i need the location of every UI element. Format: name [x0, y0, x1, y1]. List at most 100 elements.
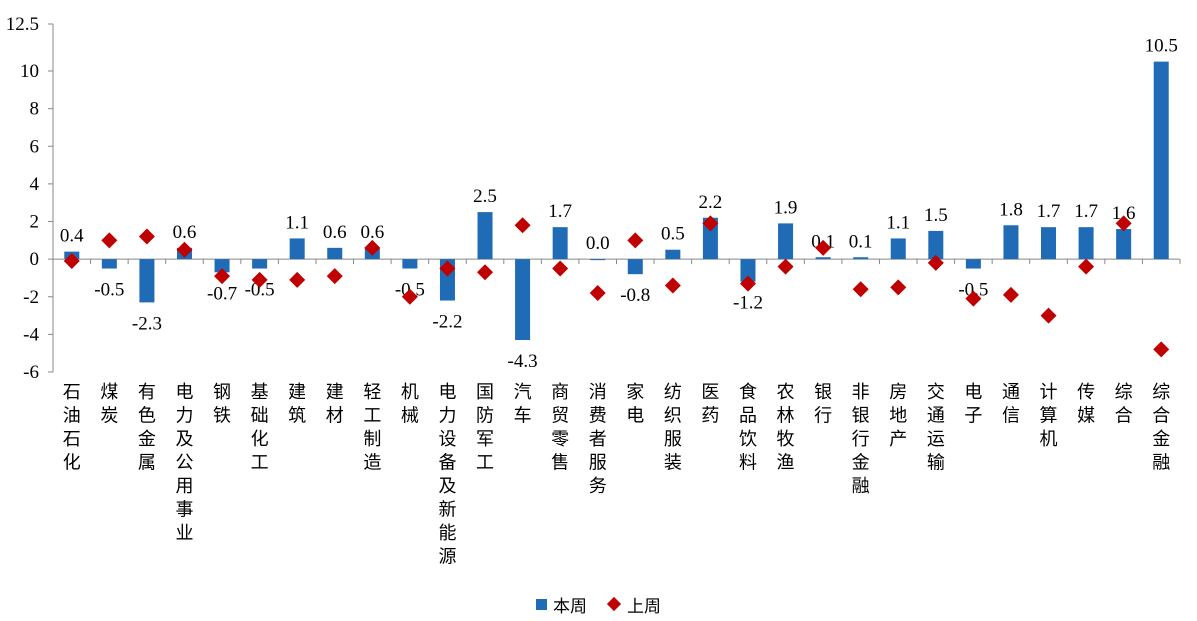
y-tick-label: 10 — [20, 61, 39, 82]
y-tick-label: 8 — [30, 99, 40, 120]
x-category-label: 家电 — [626, 382, 644, 427]
bar — [1153, 61, 1169, 260]
diamond-marker — [852, 281, 869, 298]
data-label: 0.6 — [323, 222, 347, 243]
data-label: 10.5 — [1145, 36, 1178, 57]
bar — [402, 259, 418, 269]
y-tick-label: 0 — [30, 249, 40, 270]
bar — [552, 227, 568, 260]
legend-label-this-week: 本周 — [553, 596, 587, 617]
y-tick-label: 2 — [30, 212, 40, 233]
diamond-marker — [627, 232, 644, 249]
x-category-label: 综合 — [1115, 382, 1133, 427]
y-tick-label: -6 — [23, 362, 39, 383]
legend: 本周 上周 — [0, 590, 1197, 618]
x-category-label: 汽车 — [514, 382, 532, 427]
diamond-marker — [1115, 215, 1132, 232]
diamond-marker — [927, 254, 944, 271]
diamond-marker — [702, 215, 719, 232]
data-label: 1.7 — [548, 201, 572, 222]
data-label: -0.5 — [94, 280, 124, 301]
x-category-label: 基础化工 — [251, 382, 269, 474]
bar — [139, 259, 155, 303]
bar — [477, 212, 493, 260]
x-category-label: 电力及公用事业 — [175, 382, 193, 544]
diamond-marker — [1078, 258, 1095, 275]
diamond-marker — [326, 268, 343, 285]
data-label: 1.1 — [285, 212, 309, 233]
bar — [815, 257, 831, 260]
data-label: -4.3 — [508, 351, 538, 372]
legend-swatch-diamond — [606, 596, 622, 612]
diamond-marker — [965, 290, 982, 307]
y-tick-label: -2 — [23, 287, 39, 308]
data-label: 0.5 — [661, 224, 685, 245]
x-category-label: 建材 — [326, 382, 344, 427]
x-category-label: 钢铁 — [213, 382, 231, 427]
diamond-marker — [664, 277, 681, 294]
data-label: 2.2 — [699, 192, 723, 213]
diamond-marker — [214, 268, 231, 285]
bar — [214, 259, 230, 273]
x-category-label: 电力设备及新能源 — [438, 382, 456, 568]
diamond-marker — [739, 275, 756, 292]
diamond-marker — [1040, 307, 1057, 324]
x-category-label: 机械 — [401, 382, 419, 427]
x-category-label: 煤炭 — [100, 382, 118, 427]
x-category-label: 医药 — [701, 382, 719, 427]
bar — [101, 259, 117, 269]
legend-label-last-week: 上周 — [627, 596, 661, 617]
x-category-label: 轻工制造 — [363, 382, 381, 474]
legend-item-this-week: 本周 — [536, 592, 587, 617]
legend-swatch-bar — [536, 598, 547, 610]
diamond-marker — [63, 253, 80, 270]
data-label: 1.7 — [1037, 201, 1061, 222]
x-category-label: 综合金融 — [1152, 382, 1170, 474]
x-category-label: 农林牧渔 — [777, 382, 795, 474]
bar — [1003, 225, 1019, 260]
bar — [289, 238, 305, 260]
bar — [702, 217, 718, 260]
x-category-label: 消费者服务 — [589, 382, 607, 497]
x-category-label: 房地产 — [889, 382, 907, 450]
data-label: 0.1 — [849, 231, 873, 252]
diamond-marker — [1002, 286, 1019, 303]
data-label: -2.2 — [432, 312, 462, 333]
y-tick-label: -4 — [23, 324, 39, 345]
legend-item-last-week: 上周 — [606, 592, 661, 617]
data-label: 1.7 — [1074, 201, 1098, 222]
diamond-marker — [1153, 341, 1170, 358]
data-label: 1.6 — [1112, 203, 1136, 224]
data-label: 0.6 — [360, 222, 384, 243]
bar — [1041, 227, 1057, 260]
x-category-label: 通信 — [1002, 382, 1020, 427]
y-tick-label: 4 — [30, 174, 40, 195]
bar — [590, 259, 606, 261]
data-label: 1.5 — [924, 205, 948, 226]
bar — [778, 223, 794, 260]
bar — [627, 259, 643, 275]
y-tick-label: 12.5 — [6, 14, 39, 35]
diamond-marker — [101, 232, 118, 249]
data-label: 2.5 — [473, 186, 497, 207]
x-category-label: 石油石化 — [63, 382, 81, 474]
data-label: 1.1 — [886, 212, 910, 233]
diamond-marker — [138, 228, 155, 245]
bar — [965, 259, 981, 269]
data-label: 1.9 — [774, 197, 798, 218]
bar — [665, 249, 681, 260]
diamond-marker — [401, 288, 418, 305]
x-category-label: 电子 — [964, 382, 982, 427]
diamond-marker — [552, 260, 569, 277]
diamond-marker — [589, 284, 606, 301]
data-label: -2.3 — [132, 313, 162, 334]
diamond-marker — [815, 239, 832, 256]
data-label: 0.6 — [173, 222, 197, 243]
x-category-label: 传媒 — [1077, 382, 1095, 427]
bar — [1116, 229, 1132, 260]
bar — [890, 238, 906, 260]
x-category-label: 纺织服装 — [664, 382, 682, 474]
x-category-label: 商贸零售 — [551, 382, 569, 474]
x-category-label: 非银行金融 — [852, 382, 870, 497]
data-label: 0.0 — [586, 233, 610, 254]
